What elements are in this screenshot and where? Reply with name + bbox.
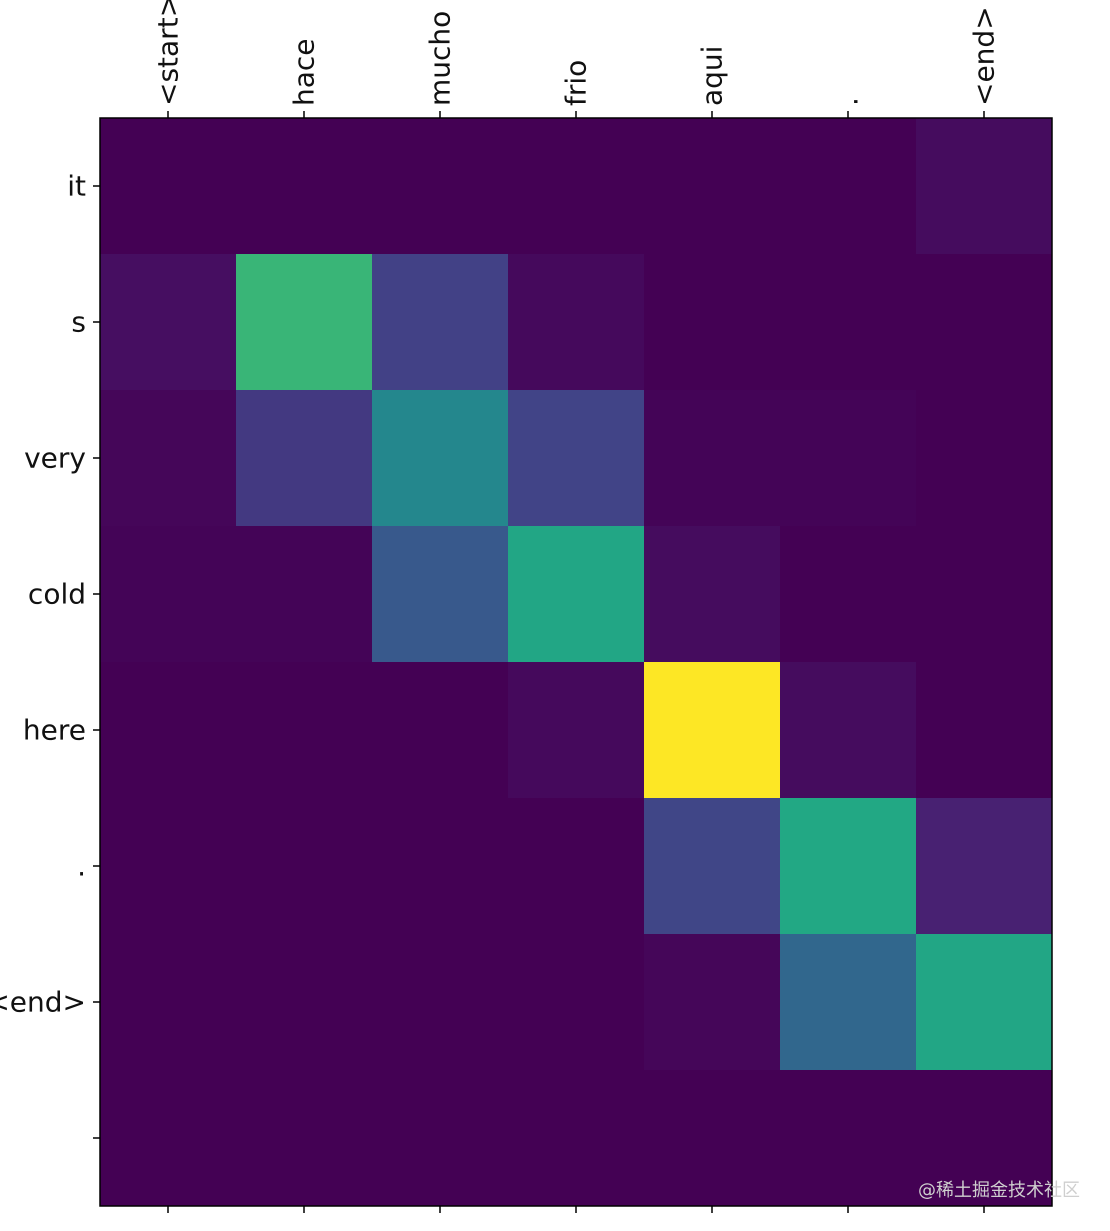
heatmap-cell bbox=[372, 934, 509, 1071]
heatmap-cell bbox=[100, 798, 237, 935]
heatmap-cell bbox=[916, 1070, 1053, 1207]
heatmap-cell bbox=[916, 254, 1053, 391]
heatmap-cell bbox=[236, 934, 373, 1071]
heatmap-cell bbox=[916, 390, 1053, 527]
heatmap-cell bbox=[236, 1070, 373, 1207]
heatmap-cell bbox=[372, 254, 509, 391]
heatmap-cell bbox=[100, 934, 237, 1071]
heatmap-cell bbox=[372, 1070, 509, 1207]
heatmap-cell bbox=[508, 254, 645, 391]
x-tick-label: aqui bbox=[696, 46, 729, 106]
heatmap-cell bbox=[236, 526, 373, 663]
heatmap-cell bbox=[780, 1070, 917, 1207]
heatmap-cell bbox=[508, 1070, 645, 1207]
heatmap-cell bbox=[100, 118, 237, 255]
x-axis-bottom-ticks bbox=[167, 1206, 985, 1213]
heatmap-cell bbox=[644, 662, 781, 799]
x-tick-label: . bbox=[832, 97, 865, 106]
x-tick-label: <end> bbox=[968, 6, 1001, 106]
y-tick-label: s bbox=[71, 306, 86, 339]
x-tick-label: <start> bbox=[152, 0, 185, 106]
heatmap-cell bbox=[100, 526, 237, 663]
heatmap-cell bbox=[236, 390, 373, 527]
heatmap-cell bbox=[236, 118, 373, 255]
heatmap-cell bbox=[644, 254, 781, 391]
y-tick-label: very bbox=[24, 442, 86, 475]
heatmap-cell bbox=[508, 390, 645, 527]
x-tick-label: hace bbox=[288, 38, 321, 106]
heatmap-cell bbox=[780, 254, 917, 391]
watermark-text: @稀土掘金技术社区 bbox=[918, 1180, 1080, 1201]
x-axis-top: <start> hace mucho frio aqui. <end> bbox=[152, 0, 1001, 118]
heatmap-cell bbox=[780, 526, 917, 663]
heatmap-cell bbox=[372, 798, 509, 935]
heatmap-cell bbox=[508, 662, 645, 799]
heatmap-cell bbox=[780, 118, 917, 255]
heatmap-cell bbox=[780, 662, 917, 799]
heatmap-cell bbox=[644, 934, 781, 1071]
heatmap-cell bbox=[644, 118, 781, 255]
heatmap-cell bbox=[780, 934, 917, 1071]
y-tick-label: here bbox=[23, 714, 86, 747]
heatmap-cell bbox=[916, 526, 1053, 663]
heatmap-cell bbox=[508, 118, 645, 255]
heatmap-cell bbox=[508, 526, 645, 663]
heatmap-cell bbox=[236, 798, 373, 935]
y-tick-label: . bbox=[77, 850, 86, 883]
heatmap-cell bbox=[780, 798, 917, 935]
y-tick-label: it bbox=[67, 170, 86, 203]
heatmap-cell bbox=[916, 798, 1053, 935]
y-axis-left: it s very cold here. <end> bbox=[0, 170, 100, 1139]
heatmap-cell bbox=[508, 798, 645, 935]
heatmap-cell bbox=[100, 254, 237, 391]
heatmap-cell bbox=[236, 662, 373, 799]
heatmap-cell bbox=[236, 254, 373, 391]
heatmap-cell bbox=[916, 934, 1053, 1071]
y-tick-label: <end> bbox=[0, 986, 86, 1019]
heatmap-cells bbox=[100, 118, 1053, 1207]
heatmap-cell bbox=[644, 1070, 781, 1207]
heatmap-cell bbox=[508, 934, 645, 1071]
heatmap-cell bbox=[916, 118, 1053, 255]
heatmap-cell bbox=[372, 390, 509, 527]
heatmap-cell bbox=[372, 526, 509, 663]
heatmap-cell bbox=[644, 798, 781, 935]
heatmap-cell bbox=[780, 390, 917, 527]
x-tick-label: mucho bbox=[424, 11, 457, 106]
heatmap-cell bbox=[100, 1070, 237, 1207]
heatmap-cell bbox=[644, 526, 781, 663]
y-tick-label: cold bbox=[28, 578, 86, 611]
heatmap-cell bbox=[916, 662, 1053, 799]
heatmap-cell bbox=[644, 390, 781, 527]
heatmap-cell bbox=[372, 662, 509, 799]
heatmap-cell bbox=[100, 390, 237, 527]
heatmap-cell bbox=[100, 662, 237, 799]
x-tick-label: frio bbox=[560, 60, 593, 106]
heatmap-cell bbox=[372, 118, 509, 255]
